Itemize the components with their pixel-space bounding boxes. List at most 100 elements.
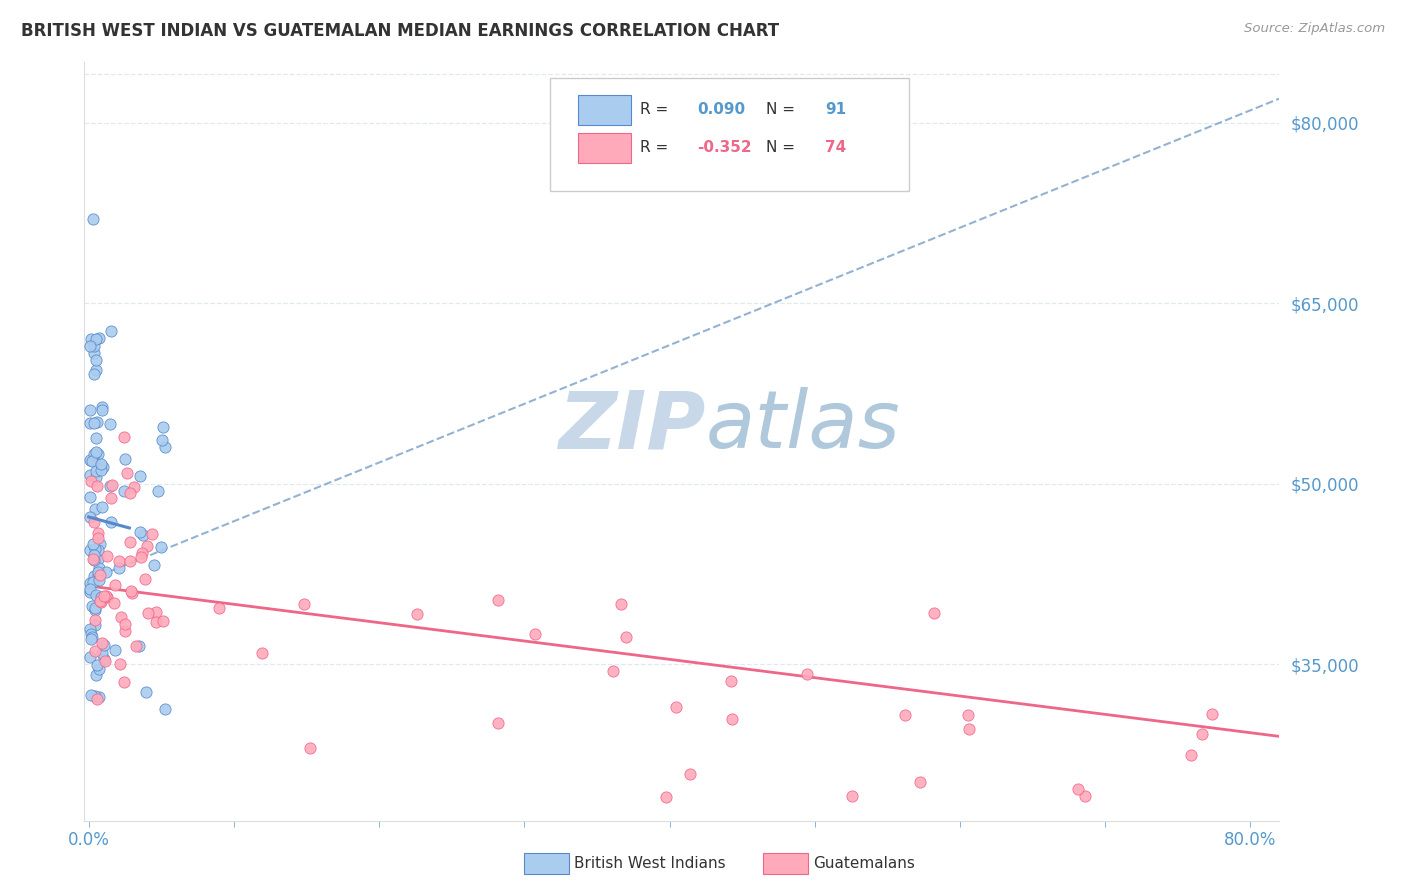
Point [79,453,101,467]
Point [84,668,107,682]
Point [84,363,107,377]
Point [125,639,148,653]
Text: -0.352: -0.352 [697,140,752,155]
Point [90,458,112,472]
Point [79,585,101,599]
Point [1201,706,1223,721]
Point [486,716,509,731]
Point [104,642,127,657]
Point [79,543,101,558]
Point [84,470,107,484]
Point [610,597,633,611]
Point [90,462,112,476]
Point [89,567,111,582]
Point [87,331,110,345]
Point [114,624,136,638]
Point [108,657,131,672]
Point [80,630,103,644]
Text: N =: N = [766,102,800,117]
Point [1067,781,1090,796]
Text: Guatemalans: Guatemalans [813,856,914,871]
Point [145,615,167,629]
FancyBboxPatch shape [551,78,910,191]
Point [79,491,101,505]
Point [101,477,124,491]
Point [602,664,624,678]
Point [84,431,107,445]
Point [86,531,108,545]
Point [486,593,509,607]
Point [87,447,110,461]
Point [118,554,141,568]
Point [83,368,105,382]
Point [79,649,101,664]
Point [84,332,107,346]
Point [82,211,104,226]
Point [79,510,101,524]
FancyBboxPatch shape [578,133,630,162]
Text: R =: R = [640,140,673,155]
Point [153,702,176,716]
Point [89,573,111,587]
Point [112,674,135,689]
Point [1180,748,1202,763]
Point [80,454,103,468]
Point [114,451,136,466]
Point [250,646,273,660]
Point [614,630,637,644]
Text: N =: N = [766,140,800,155]
Point [79,339,101,353]
Point [91,459,114,474]
Point [83,451,105,466]
Point [721,712,744,726]
Point [93,638,115,652]
Text: R =: R = [640,102,673,117]
Point [104,578,127,592]
Point [83,346,105,360]
Point [84,445,107,459]
Point [135,539,157,553]
Point [80,332,103,346]
Point [91,400,114,414]
Point [100,325,122,339]
Point [82,537,104,551]
Point [84,618,107,632]
Point [679,767,702,781]
Point [136,606,159,620]
Point [83,502,105,516]
Point [115,466,138,480]
Point [79,582,101,596]
Point [87,662,110,676]
Point [208,601,231,615]
Point [135,685,157,699]
Point [83,447,105,461]
Point [86,692,108,706]
Point [120,584,142,599]
Point [145,605,167,619]
Point [96,549,118,563]
Point [80,627,103,641]
Text: atlas: atlas [706,387,901,466]
Point [84,464,107,478]
Point [80,632,103,646]
Point [796,667,818,681]
Point [148,484,170,499]
Point [122,480,145,494]
Point [524,627,547,641]
Point [131,546,153,560]
Point [94,654,117,668]
Point [90,403,112,417]
Point [87,565,110,579]
Point [93,652,115,666]
Point [89,537,111,551]
Point [83,568,105,582]
Point [94,565,117,579]
Point [90,595,112,609]
Point [292,597,315,611]
Text: ZIP: ZIP [558,387,706,466]
Point [87,526,110,541]
Point [79,575,101,590]
Point [86,588,108,602]
Point [82,551,104,566]
Text: 0.090: 0.090 [697,102,745,117]
